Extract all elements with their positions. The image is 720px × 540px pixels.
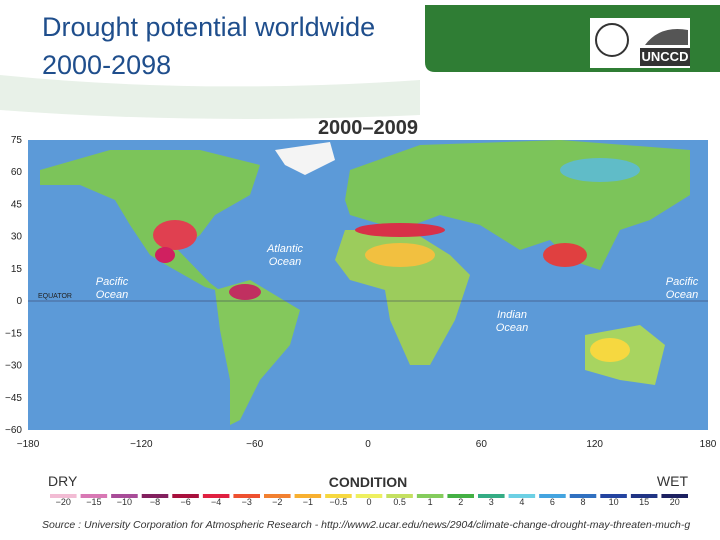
lat-label: 15 (11, 264, 23, 275)
lat-label: −15 (5, 328, 22, 339)
legend-label: 3 (489, 497, 494, 507)
legend-swatch (539, 494, 566, 498)
legend-label: 4 (519, 497, 524, 507)
ocean-label: Atlantic (266, 243, 304, 255)
legend-swatch (172, 494, 199, 498)
lon-label: −60 (246, 439, 263, 450)
legend-label: 2 (458, 497, 463, 507)
ocean-label: Ocean (496, 322, 528, 334)
legend-label: −0.5 (330, 497, 348, 507)
ocean-label: Ocean (666, 289, 698, 301)
lat-label: −60 (5, 425, 22, 436)
lat-label: 75 (11, 135, 23, 146)
logo-tree (645, 29, 688, 45)
drought-patch (229, 284, 261, 300)
legend-swatch (325, 494, 352, 498)
drought-patch (153, 220, 197, 250)
legend-label: −10 (117, 497, 132, 507)
lon-label: −180 (17, 439, 40, 450)
lon-label: 120 (586, 439, 603, 450)
banner-shade (0, 75, 420, 119)
dry-patch (365, 243, 435, 267)
legend-swatch (478, 494, 505, 498)
north-america (40, 150, 260, 292)
lon-label: −120 (130, 439, 153, 450)
equator-label: EQUATOR (38, 293, 72, 300)
ocean-label: Pacific (96, 276, 129, 288)
legend-swatch (600, 494, 627, 498)
legend-wet: WET (657, 473, 689, 489)
legend-label: −4 (211, 497, 221, 507)
drought-patch (543, 243, 587, 267)
drought-patch (155, 247, 175, 263)
title-line: Drought potential worldwide (42, 12, 375, 42)
legend-swatch (386, 494, 413, 498)
legend-label: −15 (86, 497, 101, 507)
map: EQUATOR Pacific Ocean Atlantic Ocean Ind… (28, 140, 708, 430)
legend-swatch (294, 494, 322, 498)
legend-label: −1 (303, 497, 313, 507)
legend-swatch (661, 494, 688, 498)
legend-swatch (264, 494, 291, 498)
wet-patch (560, 158, 640, 182)
legend-swatch (80, 494, 108, 498)
lat-label: 0 (16, 296, 22, 307)
legend-swatch (569, 494, 597, 498)
dry-patch (590, 338, 630, 362)
lon-label: 180 (700, 439, 717, 450)
drought-patch (355, 223, 445, 237)
lat-label: −30 (5, 361, 22, 372)
legend-label: 8 (580, 497, 585, 507)
map-axes: 75 60 45 30 15 0 −15 −30 −45 −60 −180 −120 −60 0 60 120… (5, 135, 717, 450)
legend: −20 −15 −10 −8 −6 −4 −3 −2 −1 −0.5 0 0.5 1 2 3 4 6 8 10 15 2… (50, 494, 688, 507)
legend-dry: DRY (48, 473, 78, 489)
legend-swatch (202, 494, 230, 498)
source-text: Source : University Corporation for Atmo… (42, 519, 690, 531)
ocean-label: Ocean (96, 289, 128, 301)
legend-label: 20 (670, 497, 680, 507)
legend-swatch (416, 494, 444, 498)
legend-label: −20 (56, 497, 71, 507)
lat-label: 60 (11, 167, 23, 178)
ocean-label: Ocean (269, 256, 301, 268)
legend-swatch (630, 494, 658, 498)
lon-label: 0 (365, 439, 371, 450)
ocean-label: Indian (497, 309, 527, 321)
lat-label: 30 (11, 232, 23, 243)
legend-label: 0 (366, 497, 371, 507)
legend-title: CONDITION (329, 474, 408, 490)
legend-label: 15 (639, 497, 649, 507)
legend-label: −2 (272, 497, 282, 507)
legend-label: 10 (609, 497, 619, 507)
south-america (215, 280, 300, 425)
legend-swatch (355, 494, 383, 498)
legend-swatch (111, 494, 138, 498)
logo-label-bg (640, 48, 690, 66)
legend-label: −3 (242, 497, 252, 507)
ocean-label: Pacific (666, 276, 699, 288)
legend-swatch (233, 494, 260, 498)
un-emblem (595, 23, 629, 57)
logo-text: UNCCD (642, 49, 689, 64)
legend-swatch (508, 494, 536, 498)
lat-label: 45 (11, 199, 23, 210)
greenland (275, 142, 335, 175)
legend-label: 1 (428, 497, 433, 507)
lat-label: −45 (5, 393, 22, 404)
legend-swatch (447, 494, 474, 498)
legend-label: 0.5 (393, 497, 406, 507)
legend-swatch (50, 494, 77, 498)
legend-label: 6 (550, 497, 555, 507)
lon-label: 60 (476, 439, 488, 450)
legend-swatch (141, 494, 169, 498)
africa (335, 230, 470, 365)
legend-label: −6 (180, 497, 190, 507)
legend-label: −8 (150, 497, 160, 507)
title-line: 2000-2098 (42, 50, 171, 80)
map-title: 2000–2009 (318, 117, 418, 139)
